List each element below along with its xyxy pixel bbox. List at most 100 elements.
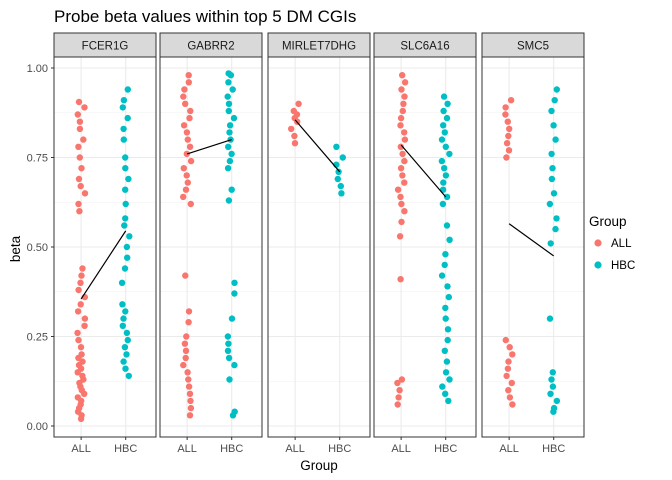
data-point bbox=[186, 143, 194, 150]
data-point bbox=[443, 358, 451, 365]
data-point bbox=[77, 182, 84, 190]
data-point bbox=[338, 190, 345, 197]
data-point bbox=[505, 387, 512, 394]
data-point bbox=[394, 379, 401, 387]
data-point bbox=[119, 322, 127, 329]
data-point bbox=[122, 186, 129, 193]
data-point bbox=[295, 100, 302, 108]
mean-line bbox=[186, 139, 232, 155]
data-point bbox=[187, 157, 195, 165]
data-point bbox=[183, 150, 190, 158]
data-point bbox=[441, 261, 448, 269]
data-point bbox=[446, 236, 453, 243]
x-tick-label: HBC bbox=[434, 443, 457, 455]
data-point bbox=[440, 93, 448, 100]
data-point bbox=[397, 122, 404, 129]
data-point bbox=[502, 336, 509, 344]
data-point bbox=[180, 165, 187, 172]
data-point bbox=[124, 114, 131, 122]
data-point bbox=[440, 179, 447, 186]
facet-mirlet7dhg: MIRLET7DHG bbox=[267, 32, 371, 438]
x-tick-label: ALL bbox=[71, 443, 91, 455]
data-point bbox=[186, 412, 194, 419]
series-all bbox=[502, 97, 516, 408]
data-point bbox=[503, 154, 510, 161]
data-point bbox=[183, 129, 191, 136]
data-point bbox=[224, 347, 232, 354]
data-point bbox=[74, 329, 81, 337]
y-tick-label: 0.25 bbox=[27, 332, 48, 344]
data-point bbox=[187, 404, 195, 412]
data-point bbox=[508, 379, 515, 387]
data-point bbox=[441, 129, 448, 136]
data-point bbox=[548, 376, 555, 383]
data-point bbox=[442, 315, 449, 322]
data-point bbox=[443, 193, 451, 201]
data-point bbox=[77, 344, 85, 351]
data-point bbox=[76, 208, 83, 215]
data-point bbox=[548, 107, 555, 115]
data-point bbox=[509, 351, 516, 358]
data-point bbox=[81, 190, 89, 197]
data-point bbox=[75, 286, 82, 294]
data-point bbox=[550, 122, 557, 129]
data-point bbox=[228, 315, 236, 322]
data-point bbox=[180, 361, 187, 369]
data-point bbox=[398, 200, 405, 208]
data-point bbox=[552, 225, 559, 233]
data-point bbox=[507, 97, 515, 104]
facet-strip bbox=[481, 32, 585, 58]
x-tick-label: ALL bbox=[391, 443, 411, 455]
data-point bbox=[401, 79, 409, 86]
data-point bbox=[401, 129, 408, 136]
data-point bbox=[122, 365, 129, 372]
data-point bbox=[185, 319, 192, 326]
data-point bbox=[75, 175, 83, 183]
data-point bbox=[225, 79, 232, 86]
data-point bbox=[506, 344, 513, 351]
data-point bbox=[180, 93, 187, 100]
data-point bbox=[397, 193, 404, 201]
data-point bbox=[123, 351, 130, 358]
data-point bbox=[120, 97, 128, 104]
x-tick-label: ALL bbox=[285, 443, 305, 455]
legend: Group ALL HBC bbox=[589, 214, 635, 272]
data-point bbox=[438, 272, 446, 279]
x-tick-label: ALL bbox=[177, 443, 197, 455]
data-point bbox=[120, 358, 127, 365]
data-point bbox=[185, 72, 192, 79]
data-point bbox=[395, 394, 402, 401]
series-all bbox=[288, 100, 302, 147]
data-point bbox=[401, 157, 408, 165]
data-point bbox=[401, 93, 408, 100]
data-point bbox=[182, 272, 189, 279]
facet-strip-label: FCER1G bbox=[82, 41, 129, 53]
data-point bbox=[337, 182, 344, 190]
panel-border bbox=[373, 56, 477, 438]
data-point bbox=[184, 136, 191, 143]
data-point bbox=[225, 143, 232, 150]
data-point bbox=[506, 125, 513, 133]
facet-panels: FCER1G GABRR2 MIRLET7DHG SLC6A16 SMC5 bbox=[53, 32, 585, 438]
data-point bbox=[77, 301, 84, 308]
data-point bbox=[123, 243, 131, 251]
data-point bbox=[122, 200, 129, 208]
data-point bbox=[181, 340, 189, 347]
facet-strip bbox=[53, 32, 157, 58]
data-point bbox=[118, 279, 126, 286]
data-point bbox=[397, 114, 405, 122]
data-point bbox=[81, 322, 88, 329]
data-point bbox=[225, 70, 232, 77]
data-point bbox=[121, 222, 128, 229]
facet-strip-label: GABRR2 bbox=[187, 41, 234, 53]
data-point bbox=[120, 136, 128, 143]
data-point bbox=[183, 333, 190, 340]
data-point bbox=[121, 265, 129, 272]
data-point bbox=[443, 114, 451, 122]
data-point bbox=[550, 190, 558, 197]
data-point bbox=[74, 111, 82, 118]
data-point bbox=[187, 397, 194, 405]
x-tick-label: ALL bbox=[499, 443, 519, 455]
data-point bbox=[78, 165, 85, 172]
data-point bbox=[75, 143, 82, 150]
